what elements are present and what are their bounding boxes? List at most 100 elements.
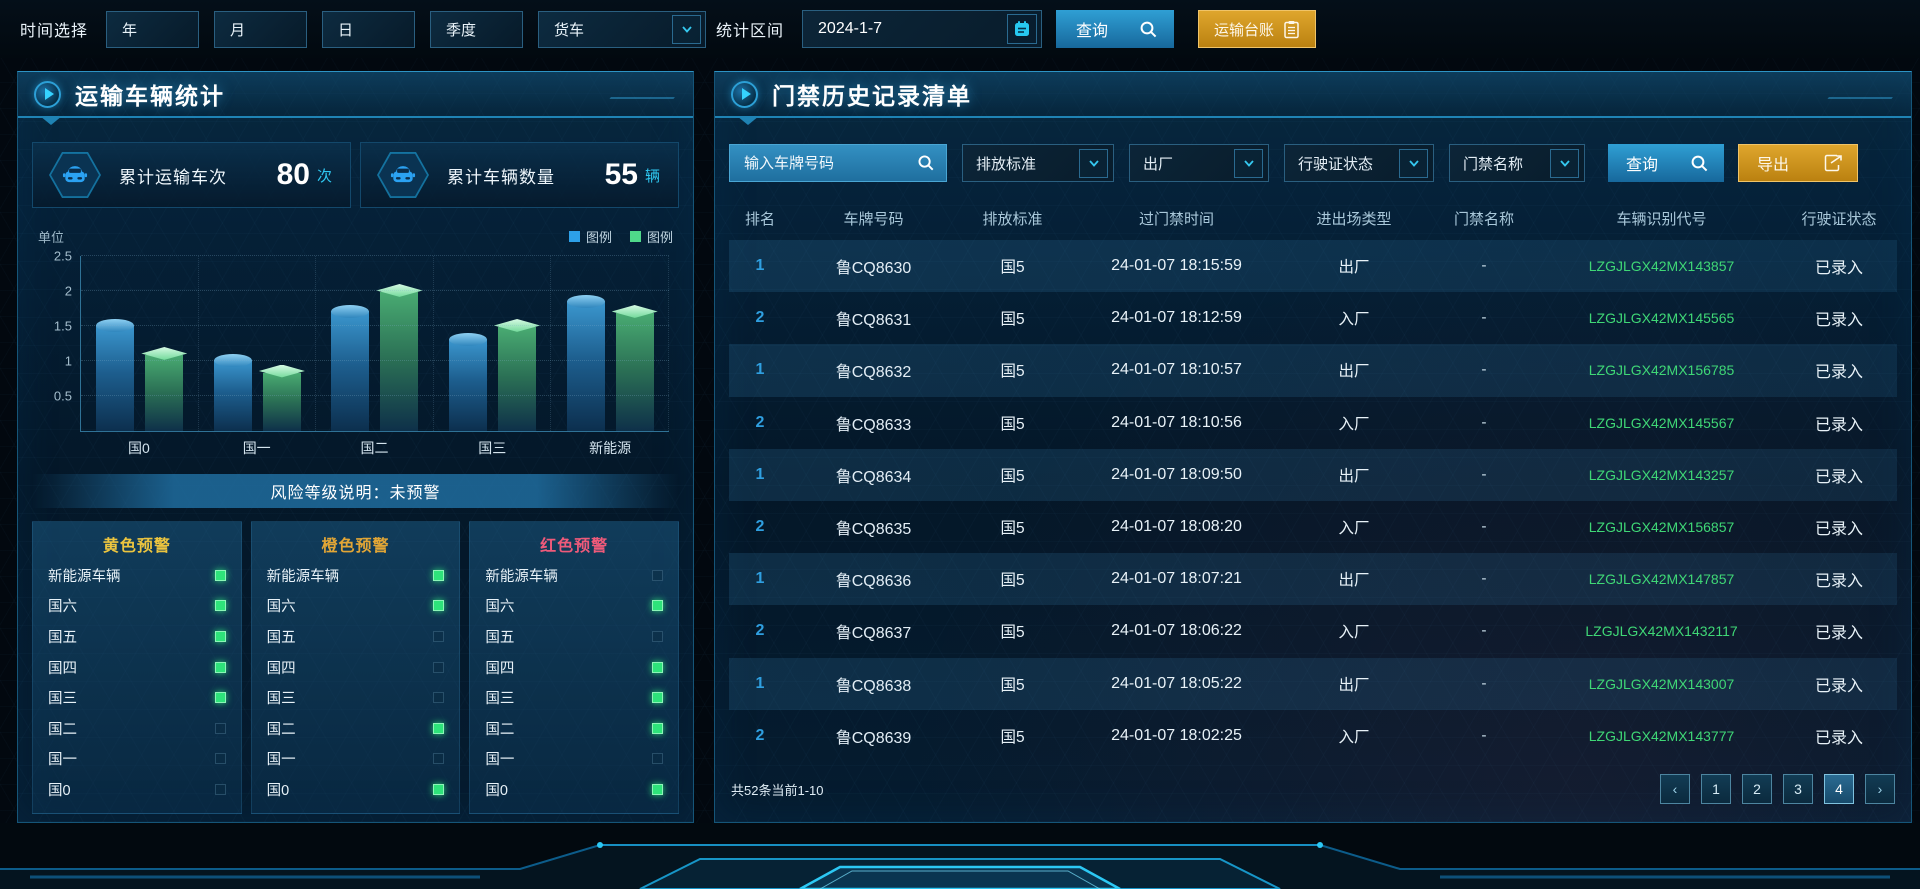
- warning-indicator: [433, 692, 445, 704]
- chevron-down-icon[interactable]: [1234, 148, 1263, 178]
- transport-ledger-button[interactable]: 运输台账: [1198, 10, 1317, 48]
- x-axis-label: 国二: [360, 440, 389, 456]
- clipboard-icon: [1284, 20, 1299, 38]
- plate-search-input[interactable]: [729, 144, 947, 182]
- calendar-icon[interactable]: [1007, 14, 1038, 44]
- time-button-day[interactable]: 日: [322, 10, 416, 48]
- cell-rank: 1: [755, 465, 765, 483]
- page-button-1[interactable]: 1: [1701, 774, 1731, 804]
- column-header: 车辆识别代号: [1616, 210, 1707, 228]
- stat-value: 80: [276, 158, 310, 191]
- page-next-button[interactable]: ›: [1865, 774, 1895, 804]
- warning-row: 国二: [267, 713, 445, 744]
- gate-name-dropdown[interactable]: 门禁名称: [1449, 144, 1585, 182]
- cell-type: 入厂: [1338, 520, 1370, 538]
- cell-gate: -: [1481, 465, 1487, 483]
- warning-row: 国六: [267, 591, 445, 622]
- left-panel-header: 运输车辆统计: [18, 72, 693, 125]
- warning-indicator: [433, 569, 445, 581]
- bar-国三-blue: [449, 333, 488, 431]
- date-value: 2024-1-7: [818, 20, 883, 37]
- warning-label: 国一: [48, 752, 77, 769]
- warning-label: 新能源车辆: [485, 568, 558, 585]
- cell-gate: -: [1481, 726, 1487, 744]
- gridline: [668, 256, 669, 431]
- cell-time: 24-01-07 18:10:57: [1111, 361, 1242, 379]
- column-header: 门禁名称: [1453, 210, 1514, 228]
- legend-swatch: [568, 231, 580, 242]
- warning-label: 新能源车辆: [266, 568, 340, 585]
- column-header: 行驶证状态: [1801, 210, 1877, 228]
- stat-label: 累计车辆数量: [447, 167, 555, 187]
- time-button-month[interactable]: 月: [214, 10, 308, 48]
- warning-label: 国0: [485, 782, 508, 799]
- warning-label: 国六: [266, 599, 296, 616]
- cell-rank: 1: [755, 570, 765, 588]
- cell-status: 已录入: [1814, 364, 1863, 382]
- legend-label: 图例: [646, 230, 673, 245]
- warning-row: 国六: [485, 591, 664, 622]
- cell-type: 出厂: [1338, 467, 1370, 485]
- chevron-down-icon[interactable]: [1550, 148, 1579, 178]
- page-button-4[interactable]: 4: [1824, 774, 1854, 804]
- car-icon: [43, 147, 107, 203]
- cell-std: 国5: [1000, 467, 1025, 485]
- table-header: 排名 车牌号码 排放标准 过门禁时间 进出场类型 门禁名称 车辆识别代号 行驶证状态: [729, 196, 1897, 240]
- warning-label: 国五: [48, 629, 77, 646]
- warning-label: 国0: [266, 782, 290, 799]
- y-axis-title: 单位: [38, 230, 65, 245]
- license-status-dropdown[interactable]: 行驶证状态: [1284, 144, 1434, 182]
- table-row: 2 鲁CQ8635 国5 24-01-07 18:08:20 入厂 - LZGJLGX42M…: [729, 501, 1897, 553]
- cell-time: 24-01-07 18:08:20: [1111, 518, 1242, 536]
- warning-column-title: 橙色预警: [321, 538, 390, 555]
- chevron-down-icon[interactable]: [1079, 148, 1108, 178]
- cell-vin: LZGJLGX42MX145565: [1588, 310, 1735, 327]
- table-row: 2 鲁CQ8637 国5 24-01-07 18:06:22 入厂 - LZGJLGX42M…: [729, 605, 1897, 657]
- y-tick-label: 1.5: [53, 318, 72, 334]
- x-axis-label: 新能源: [589, 440, 632, 456]
- query-button[interactable]: 查询: [1056, 10, 1175, 48]
- cell-plate: 鲁CQ8639: [835, 729, 912, 747]
- cell-status: 已录入: [1814, 416, 1863, 434]
- vehicle-type-dropdown[interactable]: 货车: [538, 10, 707, 48]
- cell-rank: 1: [755, 257, 765, 275]
- table-query-button[interactable]: 查询: [1608, 144, 1724, 182]
- warning-row: 国四: [267, 652, 445, 683]
- date-range-input[interactable]: 2024-1-7: [802, 10, 1043, 48]
- legend-item[interactable]: 图例: [568, 227, 612, 246]
- emission-standard-dropdown[interactable]: 排放标准: [962, 144, 1114, 182]
- bar-group: [551, 256, 669, 431]
- cell-vin: LZGJLGX42MX156785: [1588, 362, 1735, 379]
- warning-row: 国一: [485, 744, 664, 775]
- page-button-3[interactable]: 3: [1783, 774, 1813, 804]
- warning-row: 新能源车辆: [267, 560, 445, 591]
- chevron-down-icon[interactable]: [1399, 148, 1428, 178]
- cell-vin: LZGJLGX42MX156857: [1588, 519, 1735, 536]
- page-button-2[interactable]: 2: [1742, 774, 1772, 804]
- warning-row: 国五: [485, 621, 664, 652]
- cell-plate: 鲁CQ8632: [835, 364, 912, 382]
- cell-rank: 2: [755, 413, 765, 431]
- export-button[interactable]: 导出: [1738, 144, 1858, 182]
- warning-indicator: [214, 600, 226, 612]
- legend-item[interactable]: 图例: [629, 227, 673, 246]
- cell-gate: -: [1481, 413, 1487, 431]
- gate-direction-dropdown[interactable]: 出厂: [1129, 144, 1269, 182]
- table-row: 1 鲁CQ8636 国5 24-01-07 18:07:21 出厂 - LZGJLGX42M…: [729, 553, 1897, 606]
- legend-label: 图例: [585, 230, 612, 245]
- warning-indicator: [652, 753, 664, 765]
- column-header: 过门禁时间: [1138, 210, 1214, 228]
- chevron-down-icon[interactable]: [672, 14, 702, 44]
- plate-search-field: [729, 144, 947, 182]
- time-button-quarter[interactable]: 季度: [430, 10, 524, 48]
- warning-columns: 黄色预警 新能源车辆 国六 国五 国四 国三 国二 国一 国0 橙色预警 新能源车辆 国六 国五 国四 国三…: [32, 521, 680, 814]
- warning-label: 国五: [266, 629, 296, 646]
- cell-status: 已录入: [1814, 729, 1863, 747]
- warning-row: 国四: [48, 652, 226, 683]
- warning-indicator: [652, 722, 664, 734]
- cell-status: 已录入: [1814, 573, 1863, 591]
- cell-plate: 鲁CQ8637: [835, 625, 912, 643]
- page-prev-button[interactable]: ‹: [1660, 774, 1690, 804]
- time-button-year[interactable]: 年: [106, 10, 200, 48]
- table-row: 1 鲁CQ8630 国5 24-01-07 18:15:59 出厂 - LZGJLGX42M…: [729, 240, 1897, 293]
